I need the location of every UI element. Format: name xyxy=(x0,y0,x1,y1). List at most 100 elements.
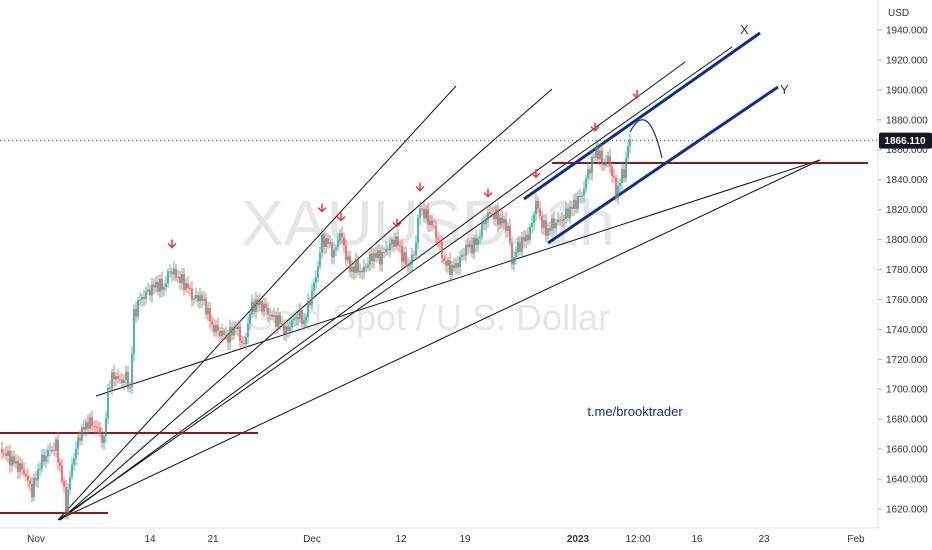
candle-body xyxy=(127,371,129,389)
x-axis[interactable]: Nov 14 21 Dec 12 19 2023 12:00 16 23 Feb xyxy=(27,534,865,545)
candle-body xyxy=(419,208,421,218)
candle-body xyxy=(543,220,545,228)
annotations-layer xyxy=(167,89,663,249)
candle-body xyxy=(215,324,217,333)
candle-body xyxy=(589,169,591,174)
candle-body xyxy=(11,456,13,466)
candle-body xyxy=(597,147,599,160)
candle-body xyxy=(337,240,339,248)
candle-body xyxy=(459,257,461,268)
y-tick-label: 1860.000 xyxy=(886,145,928,156)
last-price-box xyxy=(879,132,932,149)
candle-body xyxy=(169,271,171,273)
candle-body xyxy=(231,326,233,336)
candle-body xyxy=(253,301,255,313)
trendline xyxy=(57,85,457,521)
x-tick-label: 14 xyxy=(144,534,156,545)
candle-body xyxy=(255,299,257,313)
candle-body xyxy=(107,387,109,419)
candle-body xyxy=(29,480,31,485)
candle-body xyxy=(319,252,321,267)
candle-body xyxy=(175,268,177,278)
candle-body xyxy=(395,236,397,247)
candle-body xyxy=(313,282,315,291)
candle-body xyxy=(85,421,87,430)
candle-body xyxy=(7,450,9,456)
candle-body xyxy=(3,452,5,454)
candle-body xyxy=(33,477,35,498)
candle-body xyxy=(273,315,275,317)
candle-body xyxy=(365,266,367,268)
candle-body xyxy=(541,216,543,228)
candle-body xyxy=(305,317,307,321)
candle-body xyxy=(587,169,589,179)
candle-body xyxy=(79,437,81,441)
candle-body xyxy=(55,439,57,451)
y-tick-label: 1640.000 xyxy=(886,475,928,486)
y-axis-currency: USD xyxy=(888,8,909,19)
candle-body xyxy=(489,212,491,214)
down-arrow-mark xyxy=(632,89,642,99)
candle-body xyxy=(523,237,525,242)
candle-body xyxy=(267,307,269,315)
y-tick-label: 1800.000 xyxy=(886,235,928,246)
trendline xyxy=(57,159,821,521)
candle-body xyxy=(499,217,501,225)
candle-body xyxy=(315,277,317,283)
candle-body xyxy=(493,214,495,220)
candle-body xyxy=(121,379,123,383)
candle-body xyxy=(505,219,507,232)
candle-body xyxy=(385,248,387,253)
candle-body xyxy=(229,326,231,343)
candle-body xyxy=(443,258,445,262)
trendline xyxy=(59,88,553,521)
candle-body xyxy=(295,316,297,319)
candle-body xyxy=(189,288,191,290)
candle-body xyxy=(451,265,453,276)
candle-body xyxy=(15,460,17,464)
candle-body xyxy=(511,242,513,265)
candle-body xyxy=(405,252,407,265)
trendline xyxy=(59,61,686,521)
candle-body xyxy=(207,308,209,315)
candle-body xyxy=(531,222,533,227)
candle-body xyxy=(623,169,625,179)
candle-body xyxy=(609,156,611,167)
candle-body xyxy=(389,243,391,251)
candle-body xyxy=(591,156,593,174)
candle-body xyxy=(359,270,361,273)
down-arrow-mark xyxy=(317,203,327,213)
candle-body xyxy=(323,234,325,247)
candle-body xyxy=(457,263,459,268)
candles-layer xyxy=(1,133,631,520)
candle-body xyxy=(377,250,379,259)
candle-body xyxy=(517,242,519,253)
candle-body xyxy=(181,274,183,284)
label-x: X xyxy=(740,22,749,37)
candle-body xyxy=(397,236,399,246)
candle-body xyxy=(431,220,433,226)
candle-body xyxy=(469,244,471,248)
candle-body xyxy=(367,264,369,268)
candle-body xyxy=(105,418,107,436)
candle-body xyxy=(559,219,561,221)
candle-body xyxy=(271,314,273,317)
candle-body xyxy=(357,259,359,273)
candle-body xyxy=(545,220,547,236)
y-axis[interactable]: 1940.000 1920.000 1900.000 1880.000 1860.000… xyxy=(878,25,928,516)
candle-body xyxy=(449,259,451,276)
candle-body xyxy=(243,342,245,344)
x-tick-label: 2023 xyxy=(567,534,590,545)
trendlines-layer xyxy=(0,31,878,521)
candle-body xyxy=(501,217,503,224)
candle-body xyxy=(309,300,311,306)
candle-body xyxy=(147,289,149,292)
candle-body xyxy=(575,199,577,209)
candle-body xyxy=(349,256,351,272)
candle-body xyxy=(343,237,345,246)
candle-body xyxy=(201,295,203,301)
link-text[interactable]: t.me/brooktrader xyxy=(587,404,683,419)
candle-body xyxy=(351,266,353,272)
